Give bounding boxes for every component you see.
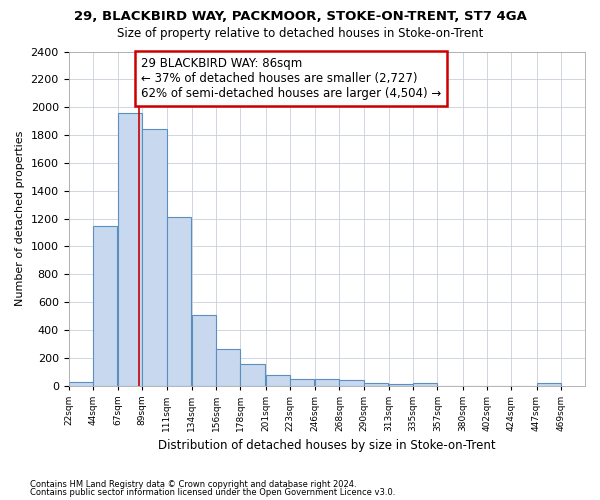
- Bar: [340, 380, 364, 386]
- Bar: [290, 379, 314, 386]
- Bar: [93, 226, 117, 386]
- Text: Size of property relative to detached houses in Stoke-on-Trent: Size of property relative to detached ho…: [117, 28, 483, 40]
- Bar: [118, 113, 142, 386]
- Y-axis label: Number of detached properties: Number of detached properties: [15, 131, 25, 306]
- X-axis label: Distribution of detached houses by size in Stoke-on-Trent: Distribution of detached houses by size …: [158, 440, 496, 452]
- Bar: [364, 383, 388, 386]
- Bar: [266, 374, 290, 386]
- Bar: [315, 380, 340, 386]
- Bar: [216, 349, 241, 386]
- Bar: [142, 130, 167, 386]
- Text: Contains HM Land Registry data © Crown copyright and database right 2024.: Contains HM Land Registry data © Crown c…: [30, 480, 356, 489]
- Text: Contains public sector information licensed under the Open Government Licence v3: Contains public sector information licen…: [30, 488, 395, 497]
- Text: 29 BLACKBIRD WAY: 86sqm
← 37% of detached houses are smaller (2,727)
62% of semi: 29 BLACKBIRD WAY: 86sqm ← 37% of detache…: [141, 57, 442, 100]
- Bar: [241, 364, 265, 386]
- Bar: [192, 314, 216, 386]
- Bar: [413, 383, 437, 386]
- Bar: [536, 383, 561, 386]
- Bar: [389, 384, 413, 386]
- Text: 29, BLACKBIRD WAY, PACKMOOR, STOKE-ON-TRENT, ST7 4GA: 29, BLACKBIRD WAY, PACKMOOR, STOKE-ON-TR…: [74, 10, 526, 23]
- Bar: [68, 382, 93, 386]
- Bar: [167, 217, 191, 386]
